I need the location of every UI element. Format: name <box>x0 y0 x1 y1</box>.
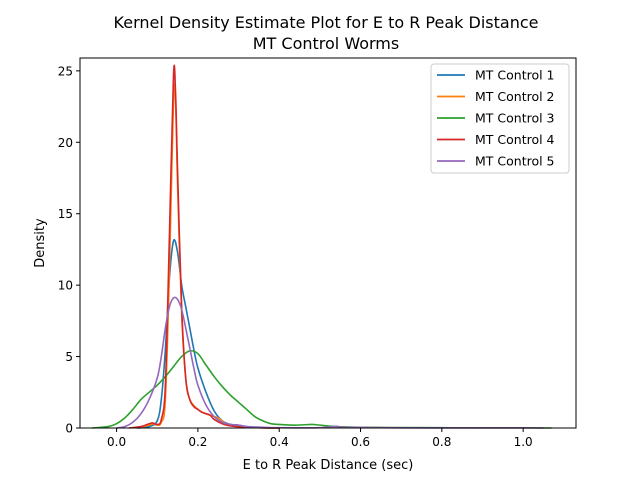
legend: MT Control 1 MT Control 2 MT Control 3 MT C… <box>430 63 570 174</box>
legend-box <box>430 63 570 174</box>
legend-label-4: MT Control 4 <box>475 132 555 147</box>
x-tick-label: 0.6 <box>351 435 370 449</box>
chart-title-line2: MT Control Worms <box>253 34 399 53</box>
series-line-4 <box>128 64 280 429</box>
y-tick-label: 15 <box>58 207 73 221</box>
y-tick-label: 10 <box>58 279 73 293</box>
y-axis-label: Density <box>33 218 48 268</box>
plot-frame <box>79 57 577 429</box>
x-tick-label: 0.4 <box>270 435 289 449</box>
legend-label-2: MT Control 2 <box>475 89 555 104</box>
chart-title-line1: Kernel Density Estimate Plot for E to R … <box>114 13 539 32</box>
series-line-5 <box>116 296 544 429</box>
x-tick-label: 0.0 <box>107 435 126 449</box>
x-tick-label: 0.8 <box>432 435 451 449</box>
legend-label-5: MT Control 5 <box>475 154 555 169</box>
y-tick-label: 0 <box>65 422 73 436</box>
x-axis-ticks: 0.0 0.2 0.4 0.6 0.8 1.0 <box>107 428 533 449</box>
y-tick-label: 25 <box>58 64 73 78</box>
x-axis-label: E to R Peak Distance (sec) <box>243 458 414 473</box>
legend-label-1: MT Control 1 <box>475 68 555 83</box>
y-tick-label: 5 <box>65 350 73 364</box>
legend-label-3: MT Control 3 <box>475 111 555 126</box>
y-axis-ticks: 0 5 10 15 20 25 <box>58 64 80 436</box>
x-tick-label: 0.2 <box>188 435 207 449</box>
y-tick-label: 20 <box>58 136 73 150</box>
x-tick-label: 1.0 <box>514 435 533 449</box>
series-layer <box>92 64 552 429</box>
